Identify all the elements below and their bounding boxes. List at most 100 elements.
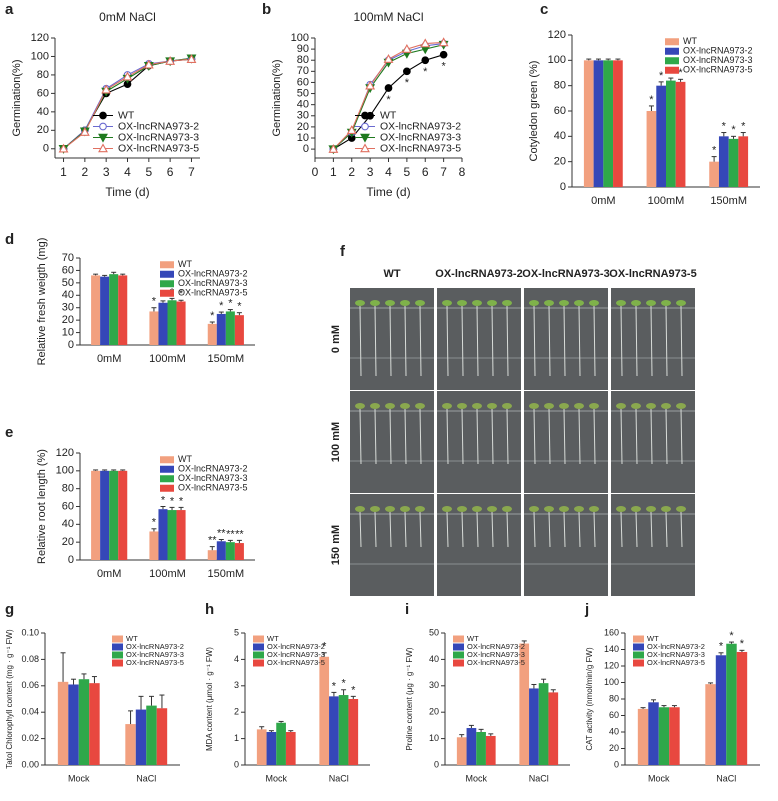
root [680, 511, 683, 548]
error-bar [658, 81, 664, 86]
root [665, 511, 668, 548]
y-tick-label: 60 [62, 264, 74, 276]
root [635, 408, 638, 465]
column-label: OX-lncRNA973-3 [522, 268, 609, 280]
y-tick-label: 60 [62, 500, 74, 512]
bar [726, 643, 737, 765]
legend-swatch [453, 659, 464, 667]
legend-label: OX-lncRNA973-5 [178, 483, 248, 493]
cotyledon [502, 403, 512, 409]
error-bar [531, 683, 537, 689]
root [593, 511, 596, 548]
error-bar [169, 506, 175, 511]
cotyledon [415, 403, 425, 409]
root [404, 511, 407, 548]
annotation: * [161, 494, 166, 506]
cotyledon [415, 300, 425, 306]
root [389, 305, 392, 377]
root [476, 511, 479, 548]
marker [346, 125, 357, 134]
cotyledon [355, 403, 365, 409]
bar [583, 60, 594, 188]
error-bar [178, 506, 184, 511]
bar [348, 699, 359, 765]
legend-label: OX-lncRNA973-2 [178, 464, 248, 474]
annotation: * [712, 145, 717, 157]
bar [216, 313, 226, 345]
error-bar [541, 678, 547, 684]
panel-label: j [584, 601, 589, 618]
legend-marker [361, 111, 369, 120]
error-bar [668, 77, 674, 81]
error-bar [331, 691, 337, 697]
y-tick-label: 50 [297, 87, 309, 99]
cotyledon [415, 506, 425, 512]
error-bar [488, 733, 494, 736]
y-tick-label: 0.04 [21, 707, 39, 717]
bar [176, 301, 186, 345]
annotation: * [210, 310, 215, 322]
legend-marker [360, 143, 370, 153]
bar [728, 138, 739, 187]
marker [384, 84, 393, 92]
root [389, 408, 392, 465]
bar [658, 707, 670, 765]
cotyledon [529, 300, 539, 306]
bar [738, 136, 749, 187]
cotyledon [400, 300, 410, 306]
legend-swatch [160, 261, 174, 269]
root [548, 511, 551, 548]
legend-label: OX-lncRNA973-5 [467, 658, 525, 667]
error-bar [102, 469, 108, 471]
legend-label: OX-lncRNA973-2 [380, 120, 461, 132]
bar [485, 735, 496, 765]
error-bar [478, 728, 484, 732]
x-tick-label: 0 [312, 165, 319, 179]
root [461, 305, 464, 377]
error-bar [728, 641, 734, 644]
legend-swatch [160, 280, 174, 288]
y-tick-label: 50 [62, 277, 74, 289]
error-bar [178, 299, 184, 302]
y-tick-label: 0 [68, 339, 74, 351]
legend-swatch [160, 456, 174, 464]
bar [207, 323, 217, 345]
legend-label: OX-lncRNA973-3 [467, 650, 525, 659]
y-tick-label: 10 [297, 132, 309, 144]
root [374, 408, 377, 465]
y-tick-label: 120 [31, 32, 49, 44]
bar [225, 542, 235, 560]
x-tick-label: NaCl [329, 773, 349, 783]
legend-label: WT [178, 259, 192, 269]
legend-swatch [253, 643, 264, 651]
cotyledon [472, 300, 482, 306]
legend-label: OX-lncRNA973-5 [118, 142, 199, 154]
legend-swatch [112, 635, 123, 643]
cotyledon [589, 300, 599, 306]
error-bar [102, 274, 108, 277]
error-bar [550, 689, 556, 693]
legend-swatch [633, 651, 644, 659]
bar [149, 531, 159, 560]
annotation: * [729, 630, 734, 642]
root [491, 305, 494, 377]
y-tick-label: 70 [297, 65, 309, 77]
legend-label: OX-lncRNA973-5 [683, 65, 753, 75]
y-tick-label: 20 [62, 314, 74, 326]
column-label: WT [383, 268, 400, 280]
x-tick-label: 0mM [591, 195, 615, 207]
cotyledon [631, 506, 641, 512]
y-tick-label: 0.06 [21, 680, 39, 690]
annotation: ** [226, 528, 235, 540]
error-bar [288, 730, 294, 732]
root [548, 305, 551, 377]
legend-swatch [160, 270, 174, 278]
bar [709, 161, 719, 187]
legend-label: OX-lncRNA973-3 [178, 473, 248, 483]
root [680, 305, 683, 377]
cotyledon [574, 300, 584, 306]
legend-label: OX-lncRNA973-5 [267, 658, 325, 667]
legend-label: OX-lncRNA973-2 [683, 46, 753, 56]
bar [613, 60, 623, 188]
